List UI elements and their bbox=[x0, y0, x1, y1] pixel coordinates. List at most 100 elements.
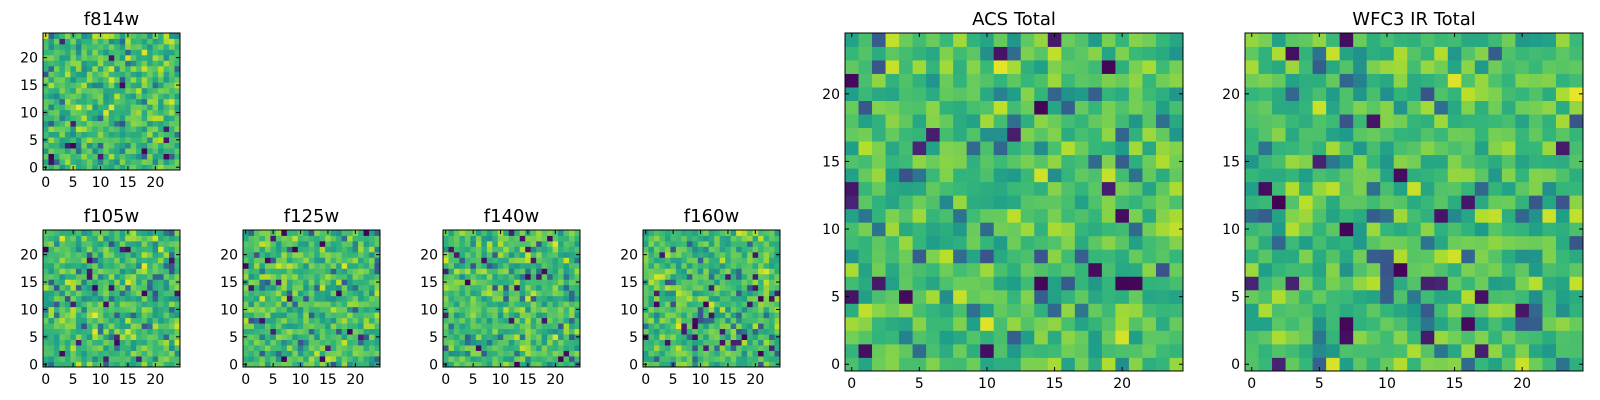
heatmap-cell bbox=[993, 208, 1008, 223]
heatmap-cell bbox=[1088, 276, 1103, 291]
heatmap-cell bbox=[259, 268, 266, 275]
heatmap-cell bbox=[347, 273, 353, 280]
heatmap-cell bbox=[1434, 141, 1449, 156]
heatmap-cell bbox=[264, 323, 271, 330]
heatmap-cell bbox=[103, 350, 110, 357]
heatmap-cell bbox=[1326, 168, 1341, 183]
heatmap-cell bbox=[563, 284, 570, 291]
heatmap-cell bbox=[926, 33, 941, 47]
heatmap-cell bbox=[125, 312, 132, 319]
heatmap-cell bbox=[912, 330, 927, 345]
heatmap-cell bbox=[769, 290, 775, 297]
heatmap-cell bbox=[158, 115, 164, 122]
heatmap-cell bbox=[119, 98, 126, 105]
heatmap-cell bbox=[130, 38, 137, 45]
heatmap-cell bbox=[508, 235, 515, 242]
heatmap-cell bbox=[692, 262, 699, 269]
heatmap-cell bbox=[453, 268, 460, 275]
heatmap-cell bbox=[736, 334, 743, 340]
heatmap-cell bbox=[1528, 289, 1543, 304]
heatmap-cell bbox=[341, 290, 348, 297]
heatmap-cell bbox=[563, 339, 570, 346]
heatmap-cell bbox=[453, 295, 460, 302]
heatmap-cell bbox=[1155, 357, 1170, 372]
y-tick-label: 10 bbox=[822, 222, 840, 238]
heatmap-cell bbox=[303, 345, 310, 351]
heatmap-cell bbox=[169, 159, 175, 165]
heatmap-cell bbox=[253, 306, 260, 313]
heatmap-cell bbox=[475, 345, 482, 351]
heatmap-cell bbox=[980, 73, 995, 88]
heatmap-cell bbox=[872, 249, 886, 264]
panel-title: WFC3 IR Total bbox=[1352, 9, 1475, 30]
heatmap-cell bbox=[503, 246, 510, 253]
heatmap-cell bbox=[541, 339, 548, 346]
heatmap-cell bbox=[248, 246, 255, 253]
heatmap-cell bbox=[714, 345, 721, 351]
heatmap-cell bbox=[330, 350, 337, 357]
heatmap-cell bbox=[330, 306, 337, 313]
heatmap-cell bbox=[525, 257, 532, 264]
heatmap-cell bbox=[858, 87, 873, 101]
heatmap-cell bbox=[319, 361, 326, 368]
heatmap-cell bbox=[525, 301, 532, 308]
heatmap-cell bbox=[43, 49, 49, 56]
y-tick-label: 0 bbox=[629, 357, 638, 373]
heatmap-cell bbox=[64, 93, 71, 100]
heatmap-cell bbox=[1407, 46, 1422, 61]
heatmap-cell bbox=[1245, 141, 1259, 156]
heatmap-cell bbox=[369, 301, 375, 308]
heatmap-cell bbox=[459, 257, 466, 264]
heatmap-cell bbox=[497, 284, 504, 291]
heatmap-cell bbox=[48, 93, 55, 100]
heatmap-cell bbox=[136, 131, 143, 138]
heatmap-cell bbox=[163, 49, 170, 56]
heatmap-cell bbox=[70, 345, 77, 351]
heatmap-cell bbox=[1169, 303, 1184, 318]
heatmap-cell bbox=[1272, 262, 1286, 277]
heatmap-cell bbox=[341, 279, 348, 286]
heatmap-cell bbox=[259, 339, 266, 346]
heatmap-cell bbox=[514, 235, 521, 242]
heatmap-cell bbox=[448, 328, 455, 335]
heatmap-cell bbox=[1115, 195, 1130, 210]
heatmap-cell bbox=[1420, 168, 1435, 183]
heatmap-cell bbox=[363, 312, 370, 319]
heatmap-cell bbox=[648, 251, 655, 258]
heatmap-cell bbox=[169, 301, 175, 308]
heatmap-cell bbox=[325, 279, 332, 286]
heatmap-cell bbox=[92, 115, 99, 122]
heatmap-cell bbox=[259, 323, 266, 330]
heatmap-cell bbox=[563, 361, 570, 368]
heatmap-cell bbox=[939, 181, 954, 196]
heatmap-cell bbox=[92, 98, 99, 105]
heatmap-cell bbox=[174, 142, 181, 149]
heatmap-cell bbox=[752, 328, 759, 335]
heatmap-cell bbox=[1272, 235, 1286, 250]
x-tick-label: 10 bbox=[292, 372, 310, 388]
heatmap-cell bbox=[125, 235, 132, 242]
heatmap-cell bbox=[670, 312, 677, 319]
heatmap-cell bbox=[48, 131, 55, 138]
heatmap-cell bbox=[547, 328, 553, 335]
heatmap-cell bbox=[1007, 181, 1022, 196]
heatmap-cell bbox=[43, 148, 49, 154]
heatmap-cell bbox=[1380, 141, 1395, 156]
heatmap-cell bbox=[681, 268, 688, 275]
heatmap-cell bbox=[1299, 127, 1313, 142]
heatmap-cell bbox=[1474, 73, 1489, 88]
heatmap-cell bbox=[281, 230, 288, 236]
heatmap-cell bbox=[374, 301, 381, 308]
heatmap-cell bbox=[648, 284, 655, 291]
heatmap-cell bbox=[119, 257, 126, 264]
heatmap-cell bbox=[725, 350, 732, 357]
heatmap-cell bbox=[43, 60, 49, 67]
heatmap-cell bbox=[103, 82, 110, 89]
heatmap-cell bbox=[912, 127, 927, 142]
heatmap-cell bbox=[1272, 33, 1286, 47]
y-tick-label: 20 bbox=[220, 248, 238, 264]
heatmap-cell bbox=[48, 54, 55, 61]
heatmap-cell bbox=[769, 273, 775, 280]
heatmap-cell bbox=[97, 38, 104, 45]
